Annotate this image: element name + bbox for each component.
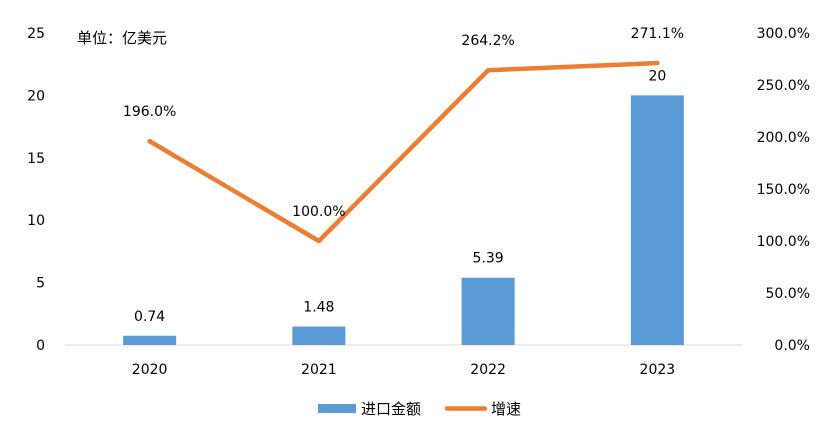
bar-data-label: 1.48 — [303, 300, 334, 316]
bar — [461, 277, 515, 345]
line-data-label: 100.0% — [292, 204, 345, 220]
y-left-tick-label: 0 — [36, 338, 45, 354]
y-right-tick-label: 150.0% — [757, 182, 810, 198]
line-data-label: 271.1% — [631, 26, 684, 42]
y-left-tick-label: 25 — [27, 26, 45, 42]
bar — [630, 95, 684, 346]
y-left-tick-label: 20 — [27, 88, 45, 104]
bar — [123, 335, 177, 345]
y-left-tick-label: 5 — [36, 276, 45, 292]
x-tick-label: 2021 — [301, 362, 337, 378]
y-right-tick-label: 200.0% — [757, 130, 810, 146]
x-tick-label: 2020 — [132, 362, 168, 378]
y-right-tick-label: 50.0% — [766, 286, 810, 302]
legend-line-label: 增速 — [491, 400, 521, 418]
legend-bar-swatch — [318, 404, 356, 413]
y-right-tick-label: 0.0% — [774, 338, 810, 354]
legend-bar-label: 进口金额 — [361, 400, 421, 418]
x-tick-label: 2022 — [470, 362, 506, 378]
y-left-tick-label: 10 — [27, 213, 45, 229]
bar-data-label: 5.39 — [473, 251, 504, 267]
line-data-label: 264.2% — [461, 33, 514, 49]
bar — [292, 326, 346, 345]
y-left-tick-label: 15 — [27, 151, 45, 167]
y-right-tick-label: 100.0% — [757, 234, 810, 250]
bar-data-label: 20 — [648, 68, 666, 84]
bar-data-label: 0.74 — [134, 309, 165, 325]
unit-label: 单位：亿美元 — [77, 29, 167, 47]
line-data-label: 196.0% — [123, 104, 176, 120]
y-right-tick-label: 300.0% — [757, 26, 810, 42]
y-right-tick-label: 250.0% — [757, 78, 810, 94]
x-tick-label: 2023 — [640, 362, 676, 378]
line-series — [147, 60, 660, 244]
